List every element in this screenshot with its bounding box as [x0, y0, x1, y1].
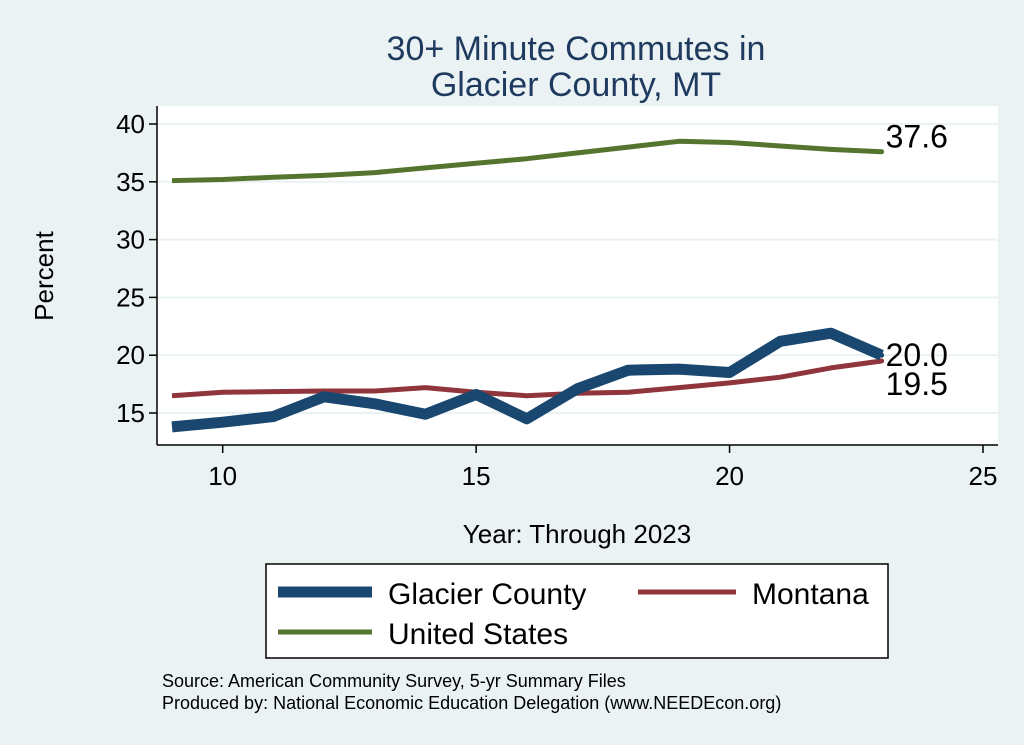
- produced-by-note: Produced by: National Economic Education…: [162, 693, 781, 713]
- series-end-point-united-states: [879, 149, 885, 155]
- x-axis-ticks: 10 15 20 25: [208, 445, 997, 491]
- series-end-point-montana: [879, 358, 885, 364]
- y-axis-title: Percent: [29, 230, 59, 320]
- legend-label-montana: Montana: [752, 578, 869, 611]
- legend: Glacier County Montana United States: [265, 563, 889, 659]
- series-line-montana: [171, 358, 882, 399]
- legend-label-united-states: United States: [388, 618, 568, 651]
- source-note: Source: American Community Survey, 5-yr …: [162, 671, 626, 691]
- series-end-label-glacier-county: 20.0: [886, 337, 948, 373]
- x-tick-label-25: 25: [969, 461, 998, 491]
- legend-box: [265, 563, 889, 659]
- series-layer: 19.520.0 37.6: [171, 119, 948, 433]
- y-tick-label-30: 30: [116, 225, 145, 255]
- y-axis-ticks: 15 20 25 30 35 40: [116, 109, 157, 428]
- y-tick-label-15: 15: [116, 398, 145, 428]
- series-end-label-united-states: 37.6: [886, 119, 948, 155]
- legend-label-glacier-county: Glacier County: [388, 578, 586, 611]
- x-tick-label-10: 10: [208, 461, 237, 491]
- series-line-glacier-county: [171, 327, 884, 433]
- chart-title-line-2: Glacier County, MT: [431, 66, 721, 104]
- y-tick-label-35: 35: [116, 167, 145, 197]
- series-line-united-states: [171, 138, 882, 184]
- y-tick-label-20: 20: [116, 340, 145, 370]
- y-tick-label-40: 40: [116, 109, 145, 139]
- x-tick-label-15: 15: [462, 461, 491, 491]
- chart-title-line-1: 30+ Minute Commutes in: [387, 30, 766, 68]
- x-axis-title: Year: Through 2023: [463, 519, 691, 549]
- y-tick-label-25: 25: [116, 282, 145, 312]
- series-end-point-glacier-county: [879, 352, 885, 358]
- x-tick-label-20: 20: [715, 461, 744, 491]
- series-end-label-montana: 19.5: [886, 366, 948, 402]
